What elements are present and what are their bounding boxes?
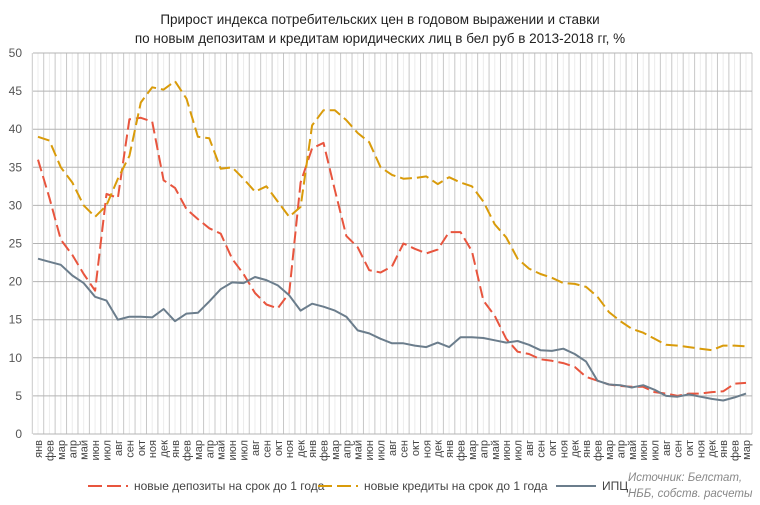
x-tick-label: апр: [67, 440, 79, 458]
x-tick-label: мар: [330, 440, 342, 460]
y-tick-label: 35: [9, 160, 23, 174]
x-tick-label: мар: [56, 440, 68, 460]
x-tick-label: апр: [341, 440, 353, 458]
x-tick-label: мар: [741, 440, 753, 460]
x-tick-label: июл: [513, 440, 525, 461]
source-note: Источник: Белстат, НББ, собств. расчеты: [628, 470, 752, 502]
x-tick-label: ноя: [558, 440, 570, 458]
x-tick-label: май: [353, 440, 365, 460]
x-tick-label: янв: [444, 440, 456, 458]
x-tick-label: мар: [467, 440, 479, 460]
x-tick-label: сен: [124, 440, 136, 458]
source-line-2: НББ, собств. расчеты: [628, 488, 753, 500]
legend-label-cpi: ИПЦ: [602, 479, 629, 493]
x-tick-label: дек: [570, 440, 582, 458]
y-tick-label: 0: [15, 427, 22, 441]
legend-item-cpi: ИПЦ: [556, 479, 628, 493]
y-tick-label: 30: [9, 198, 23, 212]
legend-label-deposits: новые депозиты на срок до 1 года: [134, 479, 325, 493]
x-tick-label: окт: [410, 440, 422, 456]
x-tick-label: янв: [718, 440, 730, 458]
x-tick-label: янв: [170, 440, 182, 458]
series-line-2: [37, 257, 747, 402]
x-tick-label: июн: [90, 440, 102, 460]
x-tick-label: июл: [239, 440, 251, 461]
x-tick-label: окт: [136, 440, 148, 456]
x-tick-label: июл: [102, 440, 114, 461]
y-tick-label: 20: [9, 275, 23, 289]
y-tick-label: 5: [15, 389, 22, 403]
y-tick-label: 50: [9, 46, 23, 60]
x-tick-label: ноя: [284, 440, 296, 458]
x-tick-label: дек: [433, 440, 445, 458]
y-tick-label: 40: [9, 122, 23, 136]
x-tick-label: дек: [159, 440, 171, 458]
source-line-1: Источник: Белстат,: [628, 472, 743, 484]
legend-label-credits: новые кредиты на срок до 1 года: [364, 479, 548, 493]
x-tick-label: дек: [296, 440, 308, 458]
x-tick-label: апр: [204, 440, 216, 458]
x-tick-label: май: [79, 440, 91, 460]
legend-item-credits: новые кредиты на срок до 1 года: [318, 479, 548, 493]
x-tick-label: фев: [593, 440, 605, 461]
x-tick-label: фев: [730, 440, 742, 461]
legend-swatch-credits: [318, 485, 358, 487]
chart-title-line-2: по новым депозитам и кредитам юридически…: [134, 31, 626, 46]
legend-swatch-cpi: [556, 485, 596, 487]
y-tick-label: 15: [9, 313, 23, 327]
x-tick-label: май: [216, 440, 228, 460]
y-tick-label: 10: [9, 351, 23, 365]
x-tick-label: фев: [181, 440, 193, 461]
x-tick-label: мар: [604, 440, 616, 460]
x-tick-label: сен: [398, 440, 410, 458]
x-tick-label: сен: [672, 440, 684, 458]
x-tick-label: ноя: [421, 440, 433, 458]
x-tick-label: фев: [456, 440, 468, 461]
x-tick-label: май: [627, 440, 639, 460]
series-line-1: [37, 80, 747, 352]
x-tick-label: июн: [227, 440, 239, 460]
chart-title-line-1: Прирост индекса потребительских цен в го…: [160, 12, 600, 27]
x-tick-label: ноя: [695, 440, 707, 458]
x-tick-label: мар: [193, 440, 205, 460]
y-tick-label: 45: [9, 84, 23, 98]
x-tick-label: июн: [364, 440, 376, 460]
legend-item-deposits: новые депозиты на срок до 1 года: [88, 479, 324, 493]
x-tick-label: окт: [273, 440, 285, 456]
x-tick-label: апр: [615, 440, 627, 458]
x-tick-label: дек: [707, 440, 719, 458]
x-tick-label: апр: [478, 440, 490, 458]
x-tick-label: июн: [501, 440, 513, 460]
x-tick-label: май: [490, 440, 502, 460]
x-tick-label: июл: [376, 440, 388, 461]
x-tick-label: июл: [650, 440, 662, 461]
x-tick-label: авг: [250, 440, 262, 456]
x-tick-label: окт: [684, 440, 696, 456]
x-tick-label: ноя: [147, 440, 159, 458]
x-tick-label: июн: [638, 440, 650, 460]
x-tick-label: фев: [318, 440, 330, 461]
x-tick-label: сен: [535, 440, 547, 458]
x-tick-label: авг: [661, 440, 673, 456]
x-tick-label: окт: [547, 440, 559, 456]
x-tick-label: сен: [261, 440, 273, 458]
x-tick-label: авг: [524, 440, 536, 456]
x-tick-label: янв: [307, 440, 319, 458]
x-tick-label: авг: [387, 440, 399, 456]
y-tick-label: 25: [9, 237, 23, 251]
x-tick-label: авг: [113, 440, 125, 456]
legend-swatch-deposits: [88, 485, 128, 487]
x-tick-label: янв: [33, 440, 45, 458]
x-tick-label: фев: [44, 440, 56, 461]
x-tick-label: янв: [581, 440, 593, 458]
